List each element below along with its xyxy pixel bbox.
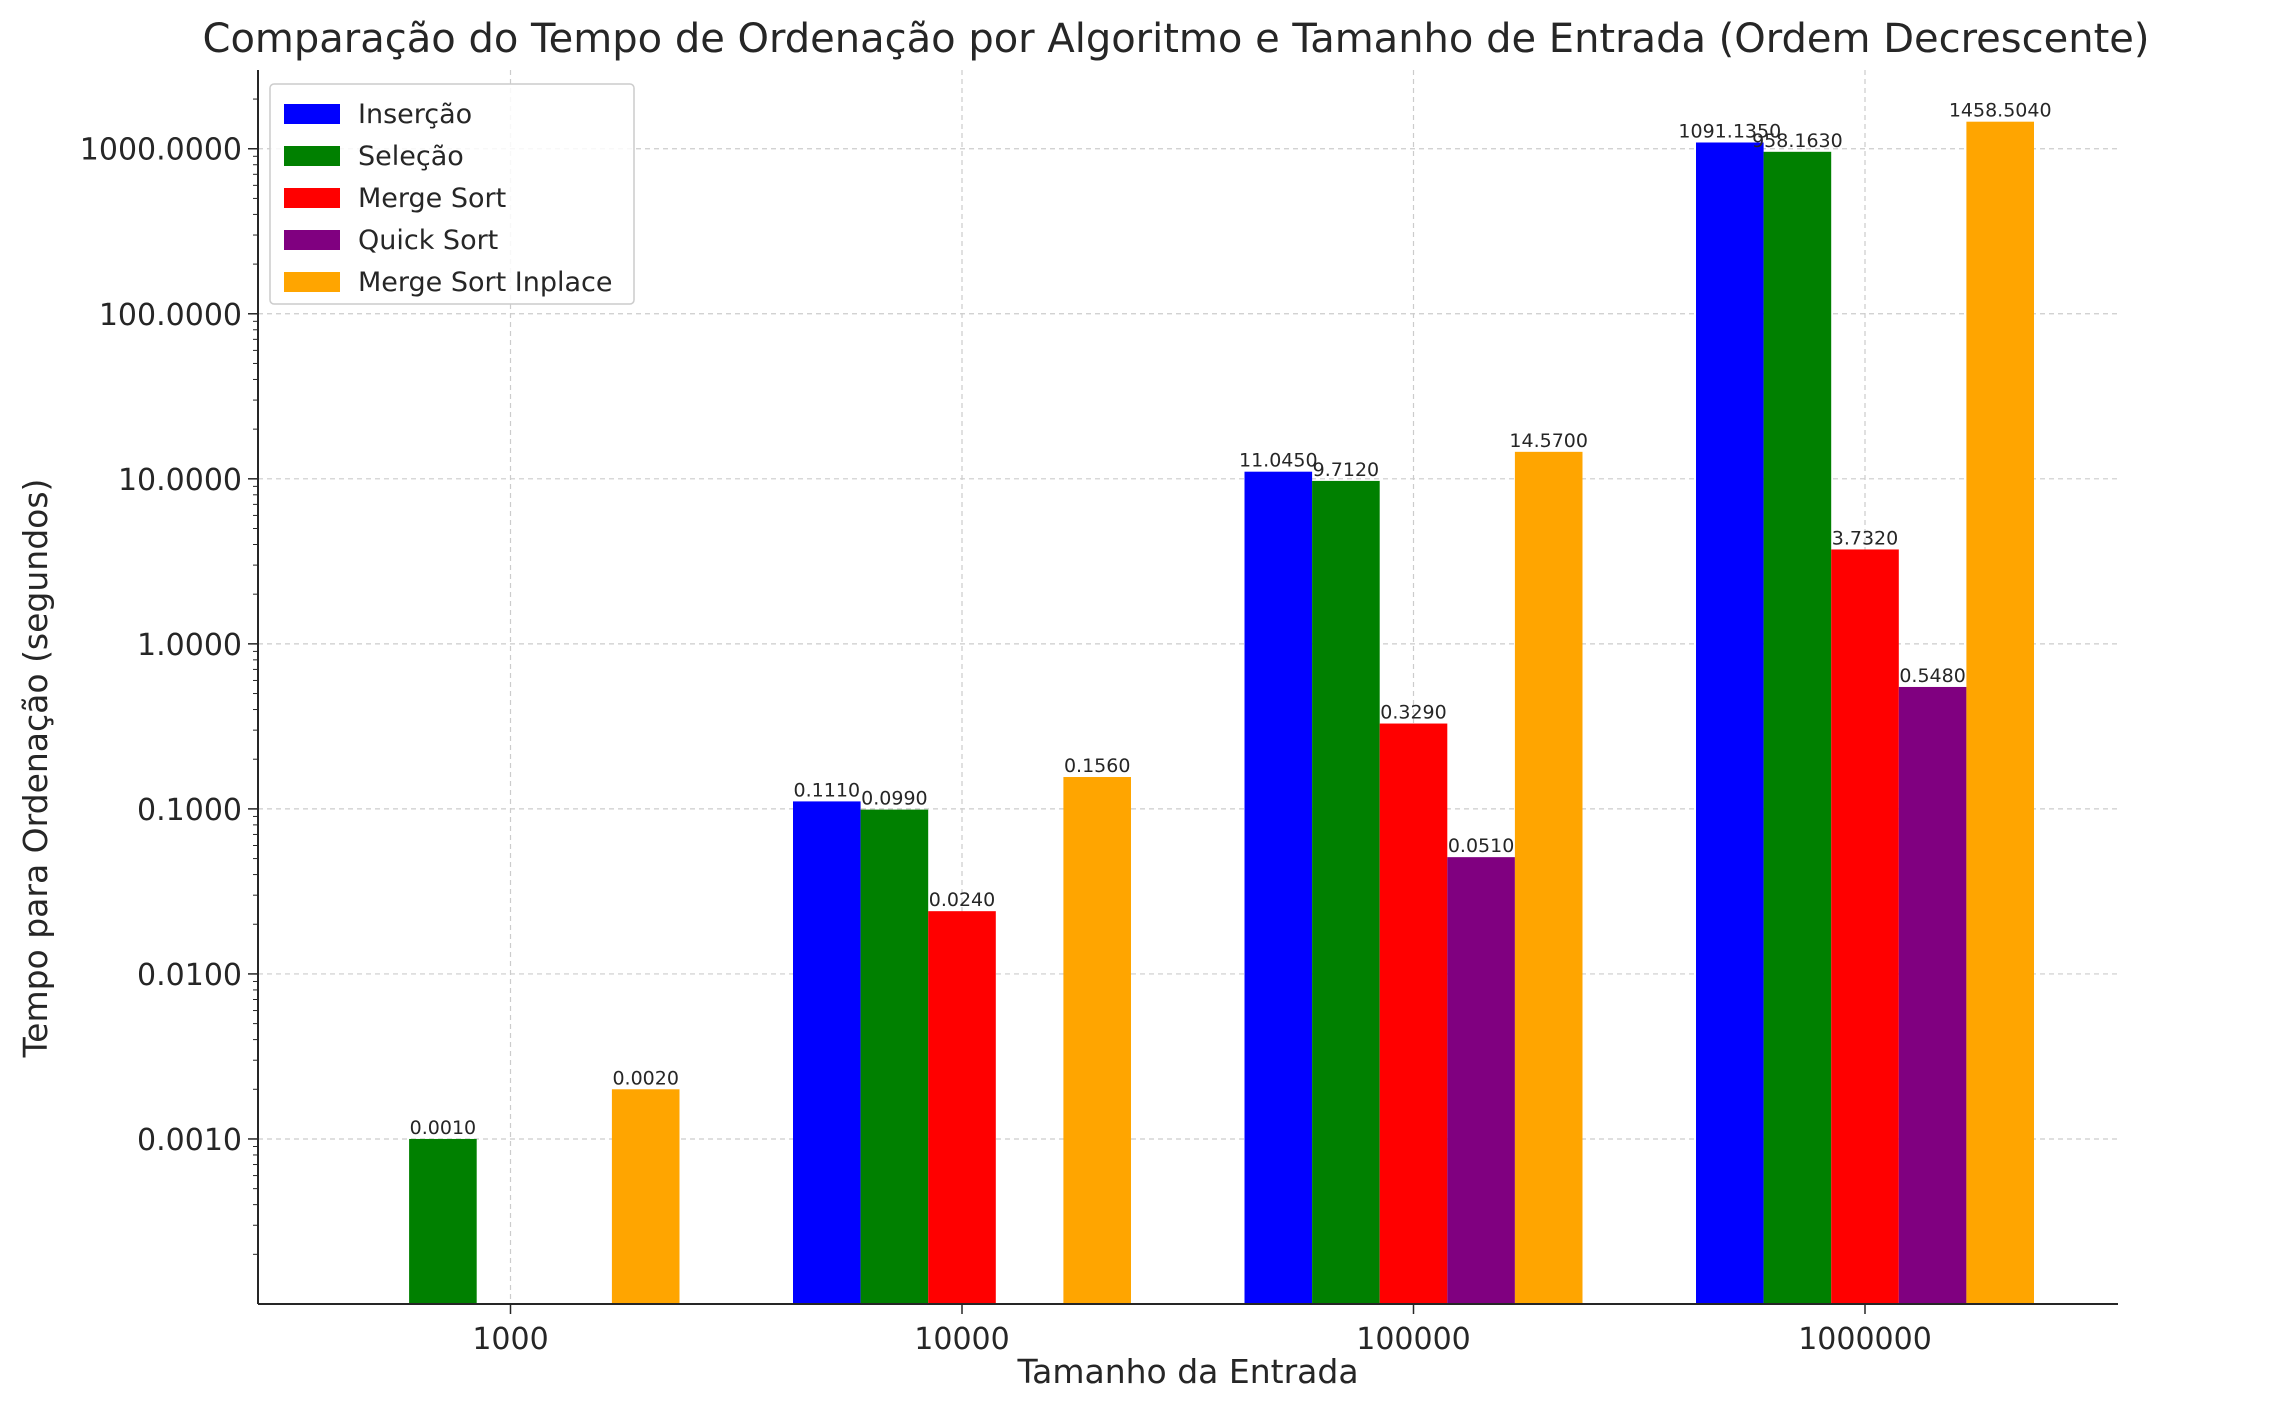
data-label: 0.0240 <box>929 889 995 911</box>
legend-box <box>269 83 635 305</box>
data-label: 0.5480 <box>1899 665 1965 687</box>
data-label: 958.1630 <box>1752 130 1843 152</box>
y-axis-label: Tempo para Ordenação (segundos) <box>16 479 55 1059</box>
bar <box>793 801 861 1304</box>
bar <box>1696 142 1764 1304</box>
legend-label: Quick Sort <box>358 225 498 256</box>
data-label: 0.1560 <box>1064 755 1130 777</box>
data-label: 0.0510 <box>1448 835 1514 857</box>
data-label: 0.0990 <box>861 788 927 810</box>
data-label: 3.7320 <box>1832 527 1898 549</box>
data-label: 1458.5040 <box>1949 100 2052 122</box>
bar <box>1763 151 1832 1304</box>
y-tick-label: 0.1000 <box>137 793 242 828</box>
legend-swatch <box>284 272 340 292</box>
legend-swatch <box>284 146 340 166</box>
bar <box>1447 857 1515 1304</box>
data-label: 0.3290 <box>1380 702 1446 724</box>
legend-label: Merge Sort Inplace <box>358 267 613 298</box>
legend-label: Inserção <box>358 99 472 130</box>
bar <box>611 1089 680 1304</box>
data-label: 9.7120 <box>1313 459 1379 481</box>
x-axis-label: Tamanho da Entrada <box>1016 1352 1358 1391</box>
data-label: 11.0450 <box>1239 450 1318 472</box>
data-labels: 0.1110 11.0450 1091.1350 0.0010 0.0990 9.7120… <box>410 100 2052 1139</box>
bar <box>1312 480 1380 1304</box>
bars <box>409 121 2034 1305</box>
legend: Inserção Seleção Merge Sort Quick Sort Merge… <box>269 83 635 305</box>
x-tick-label: 100000 <box>1356 1322 1471 1357</box>
y-tick-label: 1000.0000 <box>80 133 242 168</box>
axes: 0.0010 0.0100 0.1000 1.0000 10.0000 100.0000 1… <box>80 70 2118 1357</box>
bar <box>1966 121 2034 1304</box>
y-tick-label: 10.0000 <box>118 463 242 498</box>
data-label: 0.1110 <box>794 779 860 801</box>
y-tick-label: 100.0000 <box>99 298 242 333</box>
bar <box>409 1138 477 1304</box>
chart-title: Comparação do Tempo de Ordenação por Alg… <box>203 16 2150 62</box>
data-label: 1091.1350 <box>1678 120 1781 142</box>
legend-swatch <box>284 188 340 208</box>
legend-label: Seleção <box>358 141 464 172</box>
legend-swatch <box>284 230 340 250</box>
data-label: 0.0020 <box>612 1067 678 1089</box>
y-tick-label: 0.0100 <box>137 958 242 993</box>
data-label: 0.0010 <box>410 1117 476 1139</box>
x-tick-label: 10000 <box>914 1322 1009 1357</box>
legend-label: Merge Sort <box>358 183 506 214</box>
x-tick-label: 1000000 <box>1798 1322 1932 1357</box>
bar <box>860 809 929 1304</box>
legend-swatch <box>284 104 340 124</box>
y-tick-label: 0.0010 <box>137 1123 242 1158</box>
bar <box>1514 451 1583 1305</box>
bar <box>1063 777 1131 1304</box>
bar <box>1244 471 1313 1305</box>
bar <box>928 911 996 1304</box>
bar <box>1898 686 1967 1304</box>
x-tick-label: 1000 <box>472 1322 548 1357</box>
bar <box>1831 549 1899 1304</box>
y-tick-label: 1.0000 <box>137 628 242 663</box>
bar <box>1379 723 1448 1304</box>
data-label: 14.5700 <box>1509 430 1588 452</box>
